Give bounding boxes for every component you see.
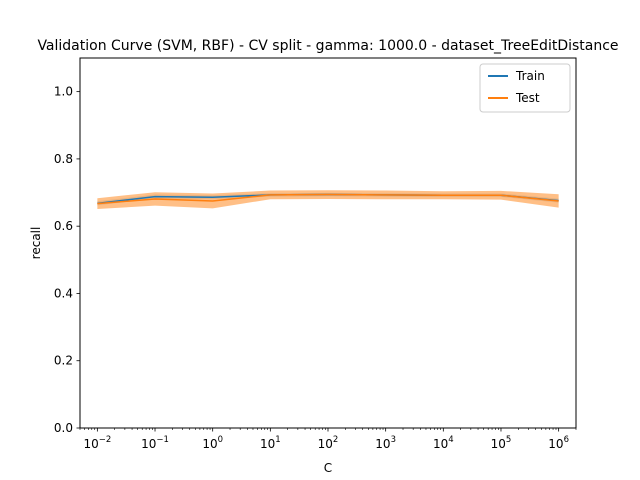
- x-tick-label: 105: [491, 435, 512, 451]
- x-tick-label: 102: [318, 435, 339, 451]
- y-tick-label: 0.6: [54, 219, 73, 233]
- series-line-test: [97, 193, 559, 205]
- x-tick-label: 10−2: [83, 435, 111, 451]
- x-tick-label: 100: [202, 435, 223, 451]
- x-tick-label: 10−1: [141, 435, 169, 451]
- x-axis-label: C: [324, 461, 332, 475]
- y-axis-label: recall: [29, 227, 43, 260]
- y-tick-label: 0.2: [54, 354, 73, 368]
- legend-label-train: Train: [515, 69, 545, 83]
- x-tick-label: 101: [260, 435, 281, 451]
- chart-title: Validation Curve (SVM, RBF) - CV split -…: [37, 38, 618, 54]
- x-tick-label: 106: [548, 435, 569, 451]
- x-axis: 10−2 10−1 100 101 102 103 104 105 106: [79, 428, 577, 451]
- legend: Train Test: [479, 63, 571, 113]
- y-tick-label: 0.0: [54, 421, 73, 435]
- y-tick-label: 1.0: [54, 85, 73, 99]
- x-tick-label: 104: [433, 435, 454, 451]
- plot-area: [97, 190, 559, 210]
- y-tick-label: 0.4: [54, 286, 73, 300]
- y-axis: 0.0 0.2 0.4 0.6 0.8 1.0: [54, 85, 80, 435]
- y-tick-label: 0.8: [54, 152, 73, 166]
- x-tick-label: 103: [375, 435, 396, 451]
- legend-label-test: Test: [515, 91, 540, 105]
